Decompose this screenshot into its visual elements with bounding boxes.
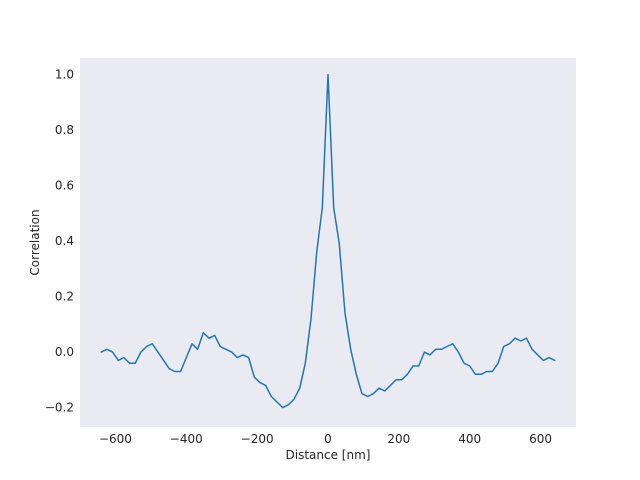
y-axis-label: Correlation	[28, 209, 42, 275]
x-tick-label: 200	[387, 432, 410, 446]
y-axis-ticks: −0.2 0.0 0.2 0.4 0.6 0.8 1.0	[45, 68, 74, 415]
y-tick-label: 0.2	[55, 290, 74, 304]
x-tick-label: −400	[170, 432, 203, 446]
y-tick-label: 0.0	[55, 345, 74, 359]
x-tick-label: −200	[241, 432, 274, 446]
x-tick-label: 400	[458, 432, 481, 446]
x-tick-label: −600	[99, 432, 132, 446]
plot-area	[80, 58, 576, 427]
correlation-series-line	[100, 73, 556, 409]
y-tick-label: 0.8	[55, 123, 74, 137]
x-axis-ticks: −600 −400 −200 0 200 400 600	[99, 432, 552, 446]
x-axis-label: Distance [nm]	[286, 448, 371, 462]
x-tick-label: 600	[529, 432, 552, 446]
y-tick-label: 1.0	[55, 68, 74, 82]
y-tick-label: 0.6	[55, 179, 74, 193]
y-tick-label: −0.2	[45, 401, 74, 415]
x-tick-label: 0	[324, 432, 332, 446]
y-tick-label: 0.4	[55, 234, 74, 248]
